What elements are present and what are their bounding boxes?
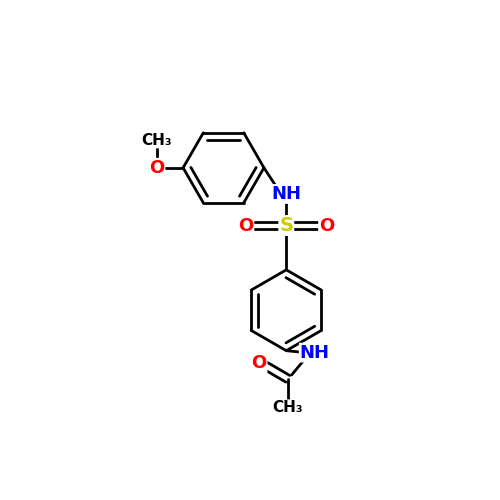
Text: CH₃: CH₃ (272, 400, 303, 415)
Text: NH: NH (272, 185, 302, 203)
Text: O: O (238, 216, 254, 234)
Text: S: S (280, 216, 293, 235)
Text: CH₃: CH₃ (142, 132, 172, 148)
Text: O: O (252, 354, 266, 372)
Text: O: O (319, 216, 334, 234)
Text: NH: NH (300, 344, 330, 361)
Text: O: O (150, 159, 164, 177)
